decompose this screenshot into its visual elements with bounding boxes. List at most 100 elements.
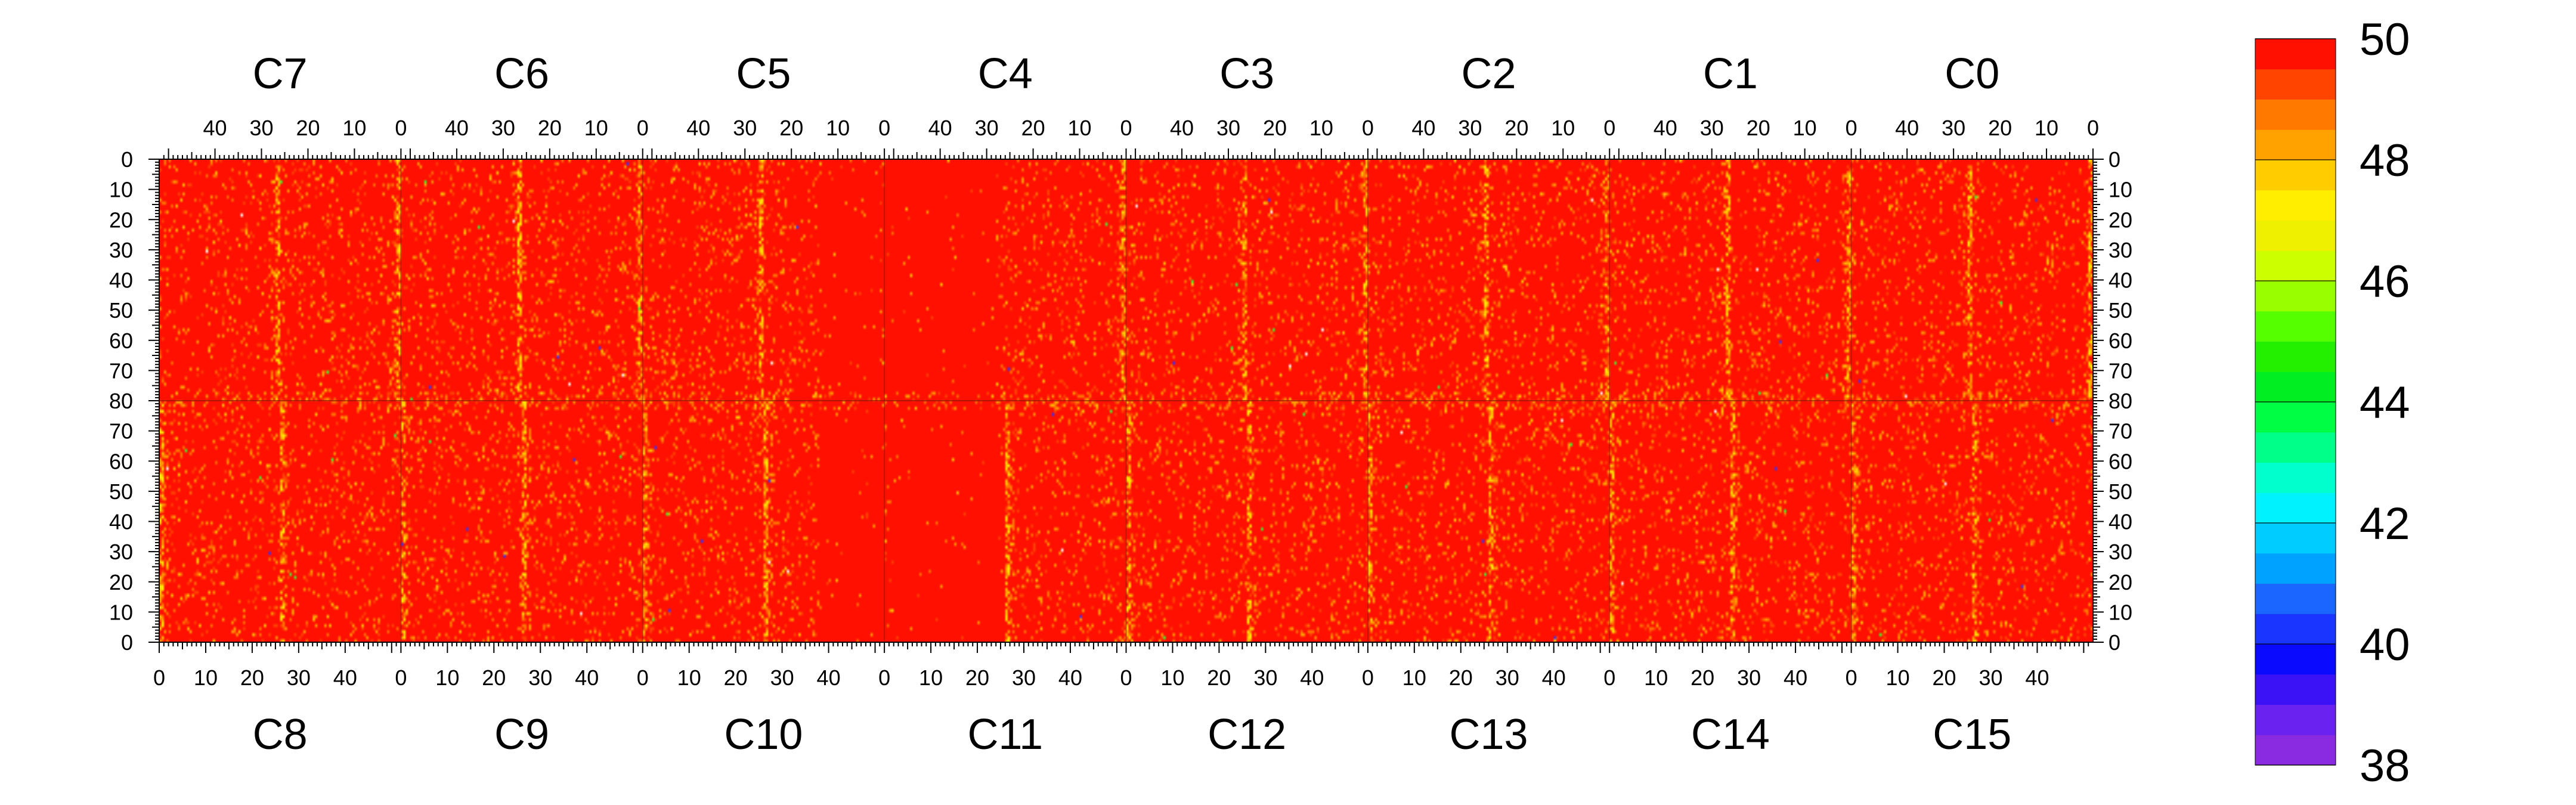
bottom-tick-label: 0	[153, 665, 165, 690]
right-tick-label: 30	[2109, 540, 2132, 564]
top-tick-label: 30	[975, 116, 999, 140]
right-tick-label: 80	[2109, 389, 2132, 413]
chip-label-bottom: C12	[1208, 711, 1286, 758]
colorbar-tick-label: 44	[2360, 377, 2410, 428]
right-tick-label: 40	[2109, 268, 2132, 293]
top-tick-label: 20	[538, 116, 562, 140]
colorbar-swatch	[2255, 69, 2336, 100]
bottom-tick-label: 10	[677, 665, 701, 690]
top-tick-label: 20	[1263, 116, 1287, 140]
bottom-tick-label: 20	[1690, 665, 1714, 690]
bottom-tick-label: 20	[1207, 665, 1231, 690]
top-tick-label: 30	[1216, 116, 1240, 140]
colorbar-swatch	[2255, 250, 2336, 281]
bottom-tick-label: 30	[1979, 665, 2002, 690]
top-tick-label: 30	[1942, 116, 1965, 140]
chip-label-top: C3	[1219, 50, 1274, 98]
chip-label-top: C0	[1945, 50, 1999, 98]
bottom-tick-label: 10	[1160, 665, 1184, 690]
top-tick-label: 10	[1551, 116, 1575, 140]
right-tick-label: 60	[2109, 449, 2132, 473]
bottom-tick-label: 30	[1253, 665, 1277, 690]
top-tick-label: 0	[2087, 116, 2099, 140]
chip-label-bottom: C8	[253, 711, 308, 758]
bottom-tick-label: 20	[965, 665, 989, 690]
bottom-tick-label: 30	[1737, 665, 1761, 690]
colorbar-swatch	[2255, 220, 2336, 251]
top-tick-label: 0	[1846, 116, 1857, 140]
left-tick-label: 30	[109, 238, 133, 262]
top-tick-label: 0	[1603, 116, 1615, 140]
left-tick-label: 50	[109, 479, 133, 504]
top-tick-label: 30	[733, 116, 757, 140]
colorbar-swatch	[2255, 311, 2336, 342]
top-tick-label: 30	[1458, 116, 1482, 140]
bottom-tick-label: 0	[1362, 665, 1374, 690]
right-tick-label: 20	[2109, 208, 2132, 232]
colorbar-swatch	[2255, 735, 2336, 766]
bottom-tick-label: 0	[395, 665, 407, 690]
top-tick-label: 20	[1504, 116, 1528, 140]
right-tick-label: 10	[2109, 178, 2132, 202]
chip-label-top: C6	[494, 50, 549, 98]
right-tick-label: 70	[2109, 358, 2132, 383]
bottom-tick-label: 20	[1933, 665, 1956, 690]
chip-label-bottom: C13	[1450, 711, 1528, 758]
bottom-tick-label: 20	[1449, 665, 1473, 690]
top-tick-label: 40	[445, 116, 469, 140]
bottom-tick-label: 0	[637, 665, 649, 690]
colorbar-swatch	[2255, 493, 2336, 524]
bottom-tick-label: 0	[1603, 665, 1615, 690]
chip-label-top: C4	[978, 50, 1033, 98]
bottom-tick-label: 40	[333, 665, 357, 690]
bottom-tick-label: 10	[1644, 665, 1668, 690]
bottom-tick-label: 0	[1846, 665, 1857, 690]
colorbar-tick-label: 46	[2360, 256, 2410, 307]
top-tick-label: 30	[1700, 116, 1724, 140]
chip-label-bottom: C10	[724, 711, 803, 758]
left-tick-label: 70	[109, 358, 133, 383]
colorbar-swatch	[2255, 644, 2336, 675]
left-tick-label: 0	[121, 147, 133, 172]
colorbar-swatch	[2255, 402, 2336, 433]
colorbar-swatch	[2255, 129, 2336, 160]
top-tick-label: 40	[1654, 116, 1677, 140]
top-tick-label: 0	[878, 116, 890, 140]
bottom-tick-label: 40	[817, 665, 841, 690]
top-tick-label: 40	[203, 116, 227, 140]
chip-label-top: C1	[1703, 50, 1758, 98]
left-tick-label: 0	[121, 630, 133, 655]
right-tick-label: 30	[2109, 238, 2132, 262]
bottom-tick-label: 30	[287, 665, 311, 690]
bottom-tick-label: 30	[1496, 665, 1519, 690]
top-tick-label: 40	[1170, 116, 1194, 140]
bottom-tick-label: 30	[1012, 665, 1036, 690]
chip-label-bottom: C9	[494, 711, 549, 758]
top-tick-label: 20	[1988, 116, 2012, 140]
colorbar-swatch	[2255, 99, 2336, 130]
chip-label-bottom: C14	[1691, 711, 1770, 758]
left-tick-label: 60	[109, 449, 133, 473]
bottom-tick-label: 0	[1120, 665, 1132, 690]
chip-label-top: C5	[736, 50, 791, 98]
top-tick-label: 10	[342, 116, 366, 140]
left-tick-label: 40	[109, 268, 133, 293]
colorbar-swatch	[2255, 523, 2336, 554]
top-tick-label: 30	[249, 116, 273, 140]
bottom-tick-label: 40	[2025, 665, 2049, 690]
top-tick-label: 10	[584, 116, 608, 140]
bottom-tick-label: 20	[482, 665, 506, 690]
top-tick-label: 30	[491, 116, 515, 140]
top-tick-label: 40	[928, 116, 952, 140]
colorbar-swatch	[2255, 371, 2336, 402]
left-tick-label: 30	[109, 540, 133, 564]
top-tick-label: 0	[395, 116, 407, 140]
top-tick-label: 0	[1120, 116, 1132, 140]
top-tick-label: 40	[1895, 116, 1919, 140]
top-tick-label: 10	[1068, 116, 1092, 140]
colorbar-swatch	[2255, 39, 2336, 70]
right-tick-label: 40	[2109, 510, 2132, 534]
colorbar-swatch	[2255, 281, 2336, 312]
right-tick-label: 50	[2109, 298, 2132, 323]
